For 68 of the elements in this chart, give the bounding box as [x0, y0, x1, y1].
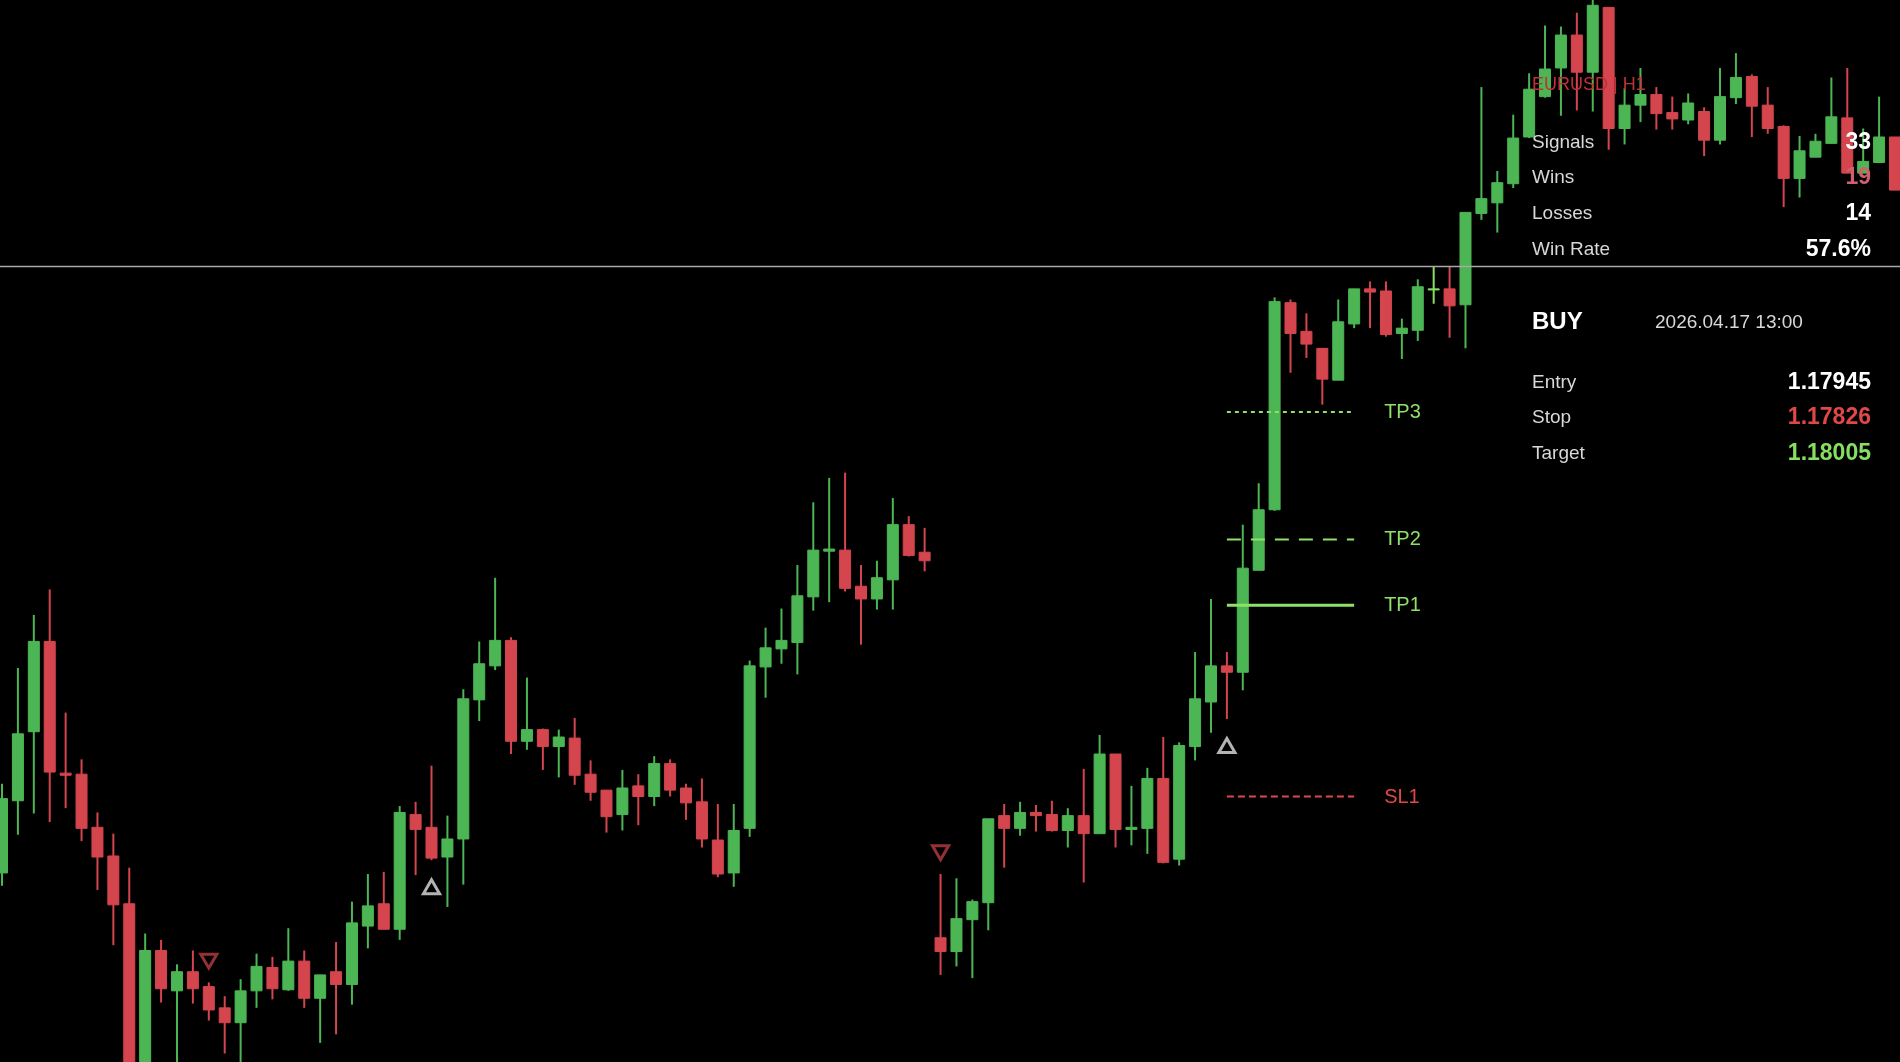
candlestick	[855, 563, 868, 646]
candlestick	[918, 526, 931, 573]
candlestick	[314, 973, 327, 1044]
candlestick	[632, 773, 645, 827]
candlestick	[823, 476, 836, 604]
candlestick	[1443, 265, 1456, 339]
candlestick	[361, 873, 374, 950]
candlestick	[441, 814, 454, 908]
candlestick	[1300, 312, 1313, 359]
candlestick	[1427, 265, 1440, 305]
annotation: 57.6%	[1805, 235, 1871, 261]
point	[421, 878, 442, 896]
candlestick	[1682, 92, 1695, 126]
annotation: 2026.04.17 13:00	[1655, 311, 1803, 332]
candlestick	[1809, 132, 1822, 159]
annotation: Stop	[1532, 406, 1572, 427]
candlestick	[759, 626, 772, 699]
candlestick	[966, 898, 979, 980]
series-label: SL1	[1384, 784, 1420, 807]
annotation: Signals	[1532, 131, 1595, 152]
annotation: Win Rate	[1532, 238, 1611, 259]
candlestick	[1061, 807, 1074, 849]
candlestick	[584, 759, 597, 802]
candlestick	[1045, 799, 1058, 833]
series-label: TP3	[1384, 400, 1421, 423]
annotation: 14	[1845, 199, 1872, 225]
candlestick	[775, 607, 788, 665]
candlestick	[1220, 651, 1233, 720]
candlestick	[1761, 86, 1774, 135]
candlestick	[1729, 52, 1742, 106]
candlestick	[218, 995, 231, 1055]
candlestick	[186, 949, 199, 1005]
annotation: 1.18005	[1787, 439, 1872, 465]
candlestick	[870, 559, 883, 611]
candlestick	[536, 727, 549, 771]
candlestick	[1491, 169, 1504, 234]
candlestick	[59, 711, 72, 810]
candlestick	[1395, 317, 1408, 360]
point	[199, 952, 219, 970]
annotation: 1.17826	[1787, 403, 1871, 429]
annotation: Losses	[1532, 202, 1593, 223]
candlestick	[409, 800, 422, 877]
candlestick	[998, 802, 1011, 869]
candlestick	[1475, 86, 1488, 221]
candlestick	[1666, 95, 1679, 131]
candlestick	[680, 782, 693, 821]
candlestick	[266, 955, 279, 1001]
candlestick	[1650, 86, 1663, 131]
point	[1217, 737, 1237, 755]
candlestick	[934, 873, 947, 976]
candlestick	[330, 940, 343, 1036]
candlestick	[1125, 784, 1138, 847]
candlestick	[552, 728, 565, 779]
candlestick	[1029, 804, 1042, 833]
candlestick	[1014, 800, 1027, 837]
annotation: 1.17945	[1787, 368, 1872, 394]
candlestick	[520, 676, 533, 751]
point	[930, 844, 951, 862]
candlestick	[1364, 280, 1377, 330]
annotation: Target	[1532, 442, 1586, 463]
candlestick	[202, 981, 215, 1022]
series-label: TP2	[1384, 527, 1421, 550]
annotation: BUY	[1532, 307, 1583, 334]
series-label: TP1	[1384, 593, 1421, 616]
candlestick	[1077, 767, 1090, 884]
annotation: Wins	[1532, 166, 1575, 187]
annotation: Entry	[1532, 371, 1577, 392]
candlestick	[170, 963, 183, 1062]
